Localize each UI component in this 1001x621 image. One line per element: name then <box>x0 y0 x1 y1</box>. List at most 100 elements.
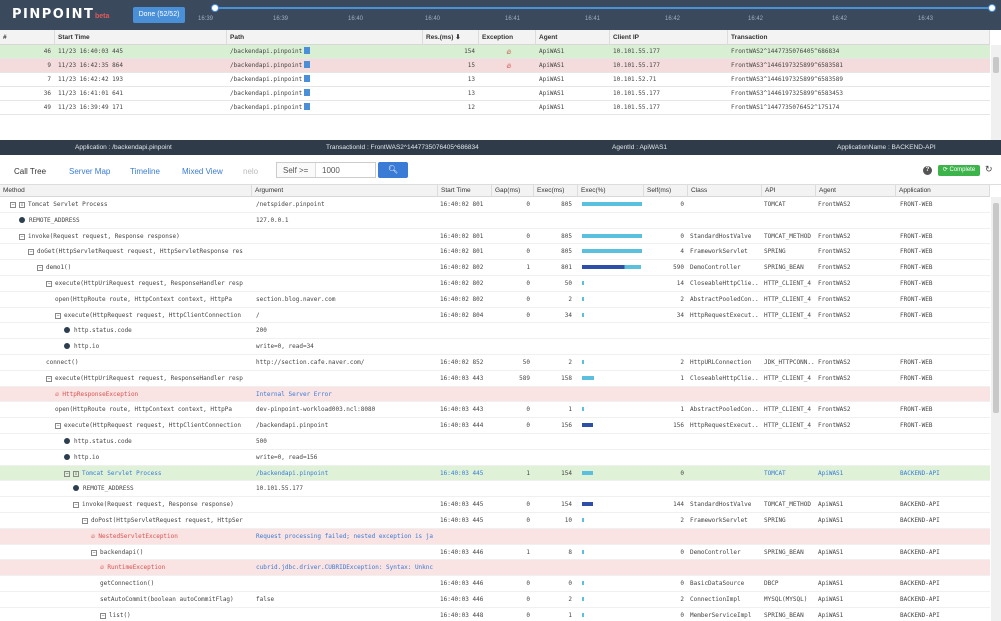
col-exception[interactable]: Exception <box>479 30 536 45</box>
done-button[interactable]: Done (52/52) <box>133 7 185 23</box>
timeline-range-track[interactable] <box>215 7 995 9</box>
call-tree-row[interactable]: http.io write=0, read=156 <box>0 450 990 466</box>
arg-cell <box>256 229 436 244</box>
document-icon[interactable] <box>304 89 311 96</box>
col-argument[interactable]: Argument <box>252 185 438 197</box>
scroll-thumb[interactable] <box>993 57 999 73</box>
col-method[interactable]: Method <box>0 185 252 197</box>
call-tree-row[interactable]: − doGet(HttpServletRequest request, HttpS… <box>0 244 990 261</box>
collapse-toggle-icon[interactable]: − <box>55 312 61 319</box>
transaction-row[interactable]: 9 11/23 16:42:35 864/backendapi.pinpoint 1… <box>0 59 990 73</box>
agent-cell <box>818 387 896 402</box>
collapse-toggle-icon[interactable]: − <box>28 249 34 256</box>
call-tree-row[interactable]: − demo1() 16:40:02 802 1 801 590 DemoControlle… <box>0 260 990 276</box>
call-tree-row[interactable]: − execute(HttpRequest request, HttpClient… <box>0 418 990 434</box>
exec-percent-bar <box>582 312 584 317</box>
col-ct-agent[interactable]: Agent <box>816 185 896 197</box>
refresh-icon[interactable]: ↻ <box>985 164 993 174</box>
collapse-toggle-icon[interactable]: − <box>82 518 88 524</box>
tab-mixed-view[interactable]: Mixed View <box>182 167 223 176</box>
call-tree-row[interactable]: setAutoCommit(boolean autoCommitFlag) fal… <box>0 592 990 608</box>
collapse-toggle-icon[interactable]: − <box>100 612 106 619</box>
pinpoint-logo[interactable]: PINPOINT <box>12 7 95 22</box>
transaction-row[interactable]: 49 11/23 16:39:49 171/backendapi.pinpoint… <box>0 101 990 115</box>
call-tree-row[interactable]: − execute(HttpUriRequest request, Respons… <box>0 276 990 292</box>
col-exec-pct[interactable]: Exec(%) <box>578 185 644 197</box>
collapse-toggle-icon[interactable]: − <box>91 549 97 556</box>
collapse-toggle-icon[interactable]: − <box>46 375 52 382</box>
col-number[interactable]: # <box>0 30 55 45</box>
col-start-time[interactable]: Start Time <box>55 30 227 45</box>
col-exec[interactable]: Exec(ms) <box>534 185 578 197</box>
path-cell: /backendapi.pinpoint <box>227 45 423 59</box>
call-tree-row[interactable]: − backendapi() 16:40:03 446 1 8 0 DemoControll… <box>0 545 990 561</box>
call-tree-row[interactable]: REMOTE_ADDRESS 10.101.55.177 <box>0 481 990 498</box>
call-tree-row[interactable]: − ▫ Tomcat Servlet Process/backendapi.pinp… <box>0 465 990 482</box>
help-icon[interactable]: ? <box>923 166 932 175</box>
agent-cell: FrontWAS2 <box>818 264 851 272</box>
document-icon[interactable] <box>304 103 311 110</box>
collapse-toggle-icon[interactable]: − <box>55 423 61 430</box>
call-tree-row[interactable]: − execute(HttpUriRequest request, Respons… <box>0 371 990 387</box>
self-threshold-input[interactable] <box>315 163 375 177</box>
call-tree-row[interactable]: − invoke(Request request, Response respon… <box>0 229 990 245</box>
tab-server-map[interactable]: Server Map <box>69 167 111 176</box>
col-ct-start-time[interactable]: Start Time <box>438 185 492 197</box>
tab-nelo[interactable]: nelo <box>243 167 259 176</box>
call-tree-scrollbar[interactable] <box>991 197 1001 621</box>
col-path[interactable]: Path <box>227 30 423 45</box>
col-class[interactable]: Class <box>688 185 762 197</box>
collapse-toggle-icon[interactable]: − <box>10 202 16 208</box>
call-tree-row[interactable]: getConnection() 16:40:03 446 0 0 0 BasicDataS… <box>0 576 990 592</box>
collapse-toggle-icon[interactable]: − <box>19 233 25 240</box>
call-tree-row[interactable]: 🔥︎ NestedServletException Request processi… <box>0 528 990 545</box>
arg-cell: http://section.cafe.naver.com/ <box>256 359 365 366</box>
range-end-handle[interactable] <box>988 4 996 12</box>
app-cell: FRONT-WEB <box>900 280 933 287</box>
method-cell: REMOTE_ADDRESS <box>73 481 252 496</box>
col-transaction[interactable]: Transaction <box>728 30 990 45</box>
call-tree-row[interactable]: − doPost(HttpServletRequest request, Http… <box>0 513 990 529</box>
call-tree-row[interactable]: open(HttpRoute route, HttpContext contex… <box>0 292 990 308</box>
transaction-row[interactable]: 7 11/23 16:42:42 193/backendapi.pinpoint 1… <box>0 73 990 87</box>
col-response-time[interactable]: Res.(ms) ⬇ <box>423 30 479 45</box>
collapse-toggle-icon[interactable]: − <box>37 265 43 272</box>
exec-cell: 156 <box>561 422 572 430</box>
call-tree-row[interactable]: http.io write=0, read=34 <box>0 339 990 355</box>
range-start-handle[interactable] <box>211 4 219 12</box>
col-self[interactable]: Self(ms) <box>644 185 688 197</box>
col-api[interactable]: API <box>762 185 816 197</box>
call-tree-row[interactable]: − ▫ Tomcat Servlet Process/netspider.pinpo… <box>0 197 990 213</box>
call-tree-row[interactable]: connect() http://section.cafe.naver.com/1… <box>0 355 990 371</box>
exec-cell: 50 <box>564 280 572 287</box>
top-navigation-bar: PINPOINT beta Done (52/52) 16:39 16:39 16:… <box>0 0 1001 30</box>
info-dot-icon <box>64 453 70 460</box>
col-application[interactable]: Application <box>896 185 990 197</box>
call-tree-row[interactable]: − execute(HttpRequest request, HttpClient… <box>0 308 990 324</box>
tab-timeline[interactable]: Timeline <box>130 167 160 176</box>
collapse-toggle-icon[interactable]: − <box>46 281 52 287</box>
transaction-list-scrollbar[interactable] <box>991 45 1001 140</box>
method-cell: − backendapi() <box>91 545 252 560</box>
search-button[interactable]: 🔍︎ <box>378 162 408 178</box>
document-icon[interactable] <box>304 75 311 82</box>
col-agent[interactable]: Agent <box>536 30 610 45</box>
call-tree-row[interactable]: REMOTE_ADDRESS 127.0.0.1 <box>0 213 990 229</box>
call-tree-row[interactable]: http.status.code 500 <box>0 434 990 450</box>
call-tree-row[interactable]: open(HttpRoute route, HttpContext contex… <box>0 402 990 419</box>
call-tree-row[interactable]: 🔥︎ HttpResponseException Internal Server E… <box>0 386 990 403</box>
transaction-row[interactable]: 36 11/23 16:41:01 641/backendapi.pinpoint… <box>0 87 990 101</box>
collapse-toggle-icon[interactable]: − <box>73 502 79 509</box>
transaction-row[interactable]: 46 11/23 16:40:03 445/backendapi.pinpoint… <box>0 45 990 59</box>
call-tree-row[interactable]: − list() 16:40:03 448 0 1 0 MemberServiceImpl S… <box>0 608 990 621</box>
col-client-ip[interactable]: Client IP <box>610 30 728 45</box>
tab-call-tree[interactable]: Call Tree <box>14 167 47 176</box>
document-icon[interactable] <box>304 47 311 54</box>
col-gap[interactable]: Gap(ms) <box>492 185 534 197</box>
call-tree-row[interactable]: − invoke(Request request, Response respon… <box>0 497 990 513</box>
call-tree-row[interactable]: http.status.code 200 <box>0 323 990 340</box>
document-icon[interactable] <box>304 61 311 68</box>
collapse-toggle-icon[interactable]: − <box>64 470 70 477</box>
scroll-thumb[interactable] <box>993 203 999 413</box>
call-tree-row[interactable]: 🔥︎ RuntimeException cubrid.jdbc.driver.CUB… <box>0 560 990 577</box>
